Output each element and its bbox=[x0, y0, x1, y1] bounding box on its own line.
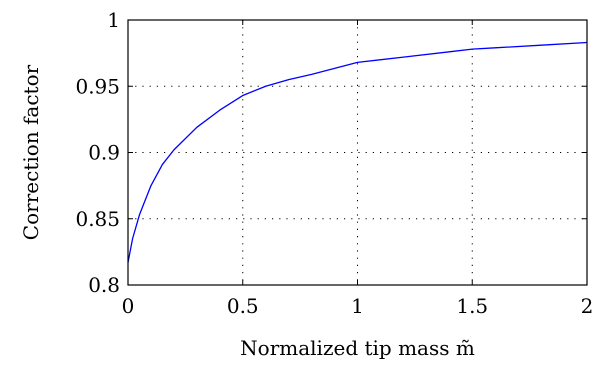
y-tick-label: 1 bbox=[107, 8, 120, 32]
y-tick-label: 0.85 bbox=[75, 207, 120, 231]
x-tick-label: 1.5 bbox=[456, 294, 488, 318]
series-group bbox=[127, 41, 588, 263]
x-tick-label: 1 bbox=[351, 294, 364, 318]
plot-frame bbox=[127, 19, 588, 286]
y-tick-label: 0.8 bbox=[88, 273, 120, 297]
series-line bbox=[127, 41, 588, 263]
x-tick-label: 2 bbox=[581, 294, 594, 318]
x-tick-label: 0.5 bbox=[227, 294, 259, 318]
y-axis-label: Correction factor bbox=[19, 64, 43, 240]
y-tick-label: 0.95 bbox=[75, 74, 120, 98]
x-axis-label: Normalized tip mass m̃ bbox=[240, 336, 475, 360]
x-tick-label: 0 bbox=[122, 294, 135, 318]
y-tick-label: 0.9 bbox=[88, 141, 120, 165]
ticks-group: 0 0.5 1 1.5 2 0.8 0.85 0.9 0.95 1 bbox=[75, 8, 593, 318]
grid-lines bbox=[128, 20, 587, 285]
